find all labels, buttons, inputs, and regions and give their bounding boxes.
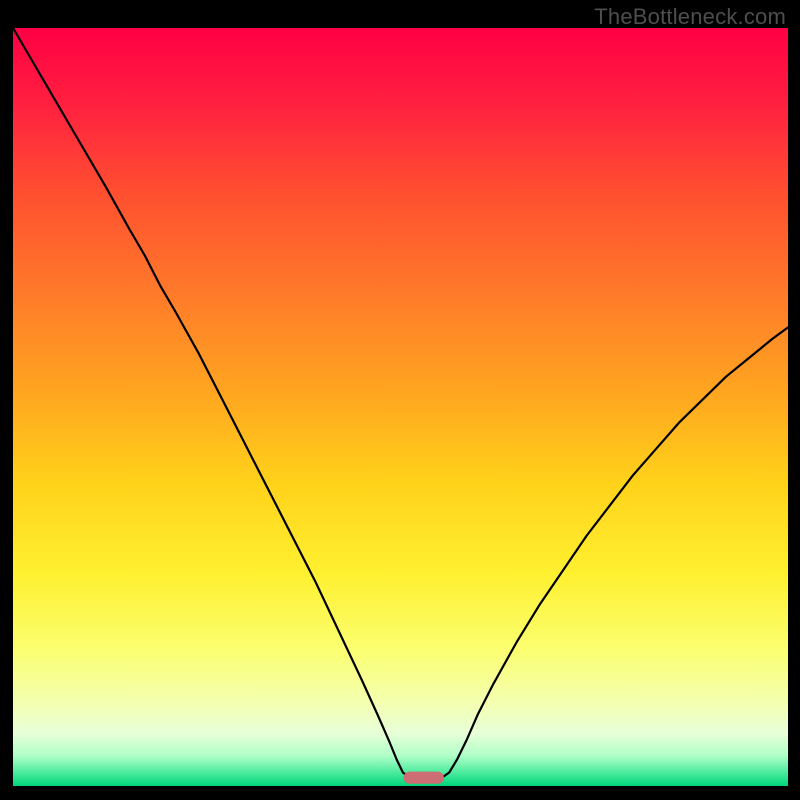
bottleneck-curve [13,28,788,786]
watermark-text: TheBottleneck.com [594,4,786,30]
plot-area [13,28,788,786]
sweet-spot-marker [404,772,444,784]
chart-frame: TheBottleneck.com [0,0,800,800]
